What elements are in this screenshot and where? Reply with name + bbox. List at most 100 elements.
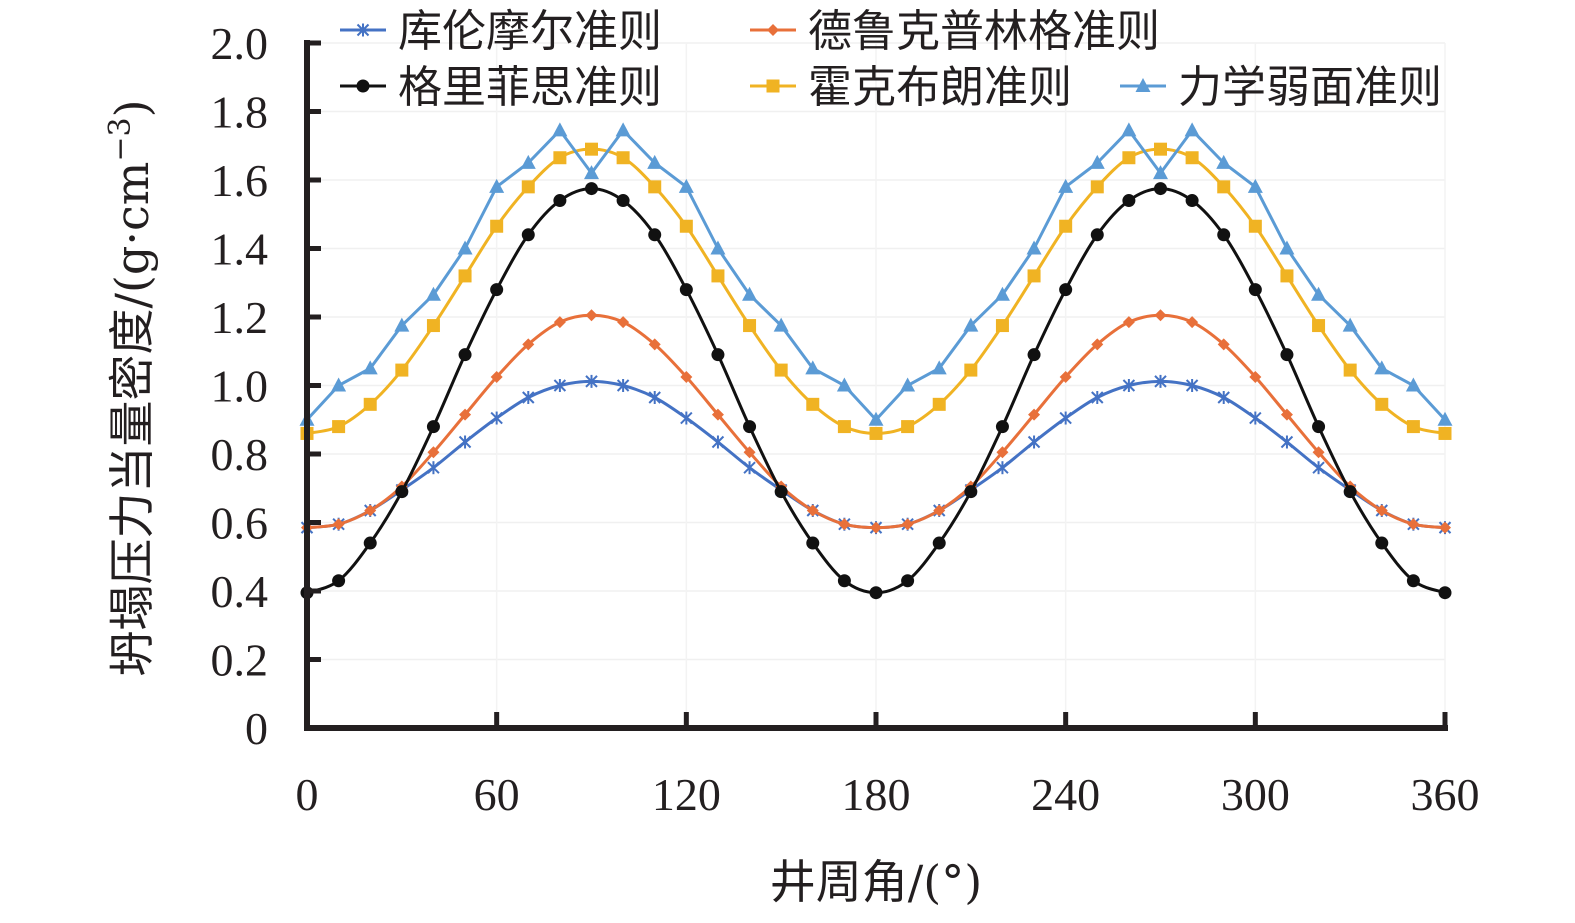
data-point <box>931 360 947 375</box>
data-point <box>1154 182 1167 196</box>
series-3 <box>300 142 1452 440</box>
data-point <box>520 154 536 169</box>
data-point <box>1343 485 1357 499</box>
x-tick-label: 0 <box>296 769 319 820</box>
data-point <box>1217 228 1231 242</box>
data-point <box>964 363 978 377</box>
y-axis-title-main: 坍塌压力当量密度/(g·cm <box>105 162 159 677</box>
data-point <box>774 363 788 377</box>
data-point <box>870 521 882 534</box>
data-point <box>332 518 345 531</box>
data-point <box>1312 446 1325 459</box>
data-point <box>521 228 535 242</box>
data-point <box>901 518 914 531</box>
data-point <box>427 446 440 459</box>
data-point <box>1407 518 1420 531</box>
data-point <box>1027 269 1041 283</box>
data-point <box>743 420 757 434</box>
data-point <box>1280 269 1294 283</box>
data-point <box>774 485 788 499</box>
data-point <box>459 408 472 421</box>
data-point <box>552 122 568 137</box>
data-point <box>1405 377 1421 392</box>
data-point <box>710 240 726 255</box>
data-point <box>1122 194 1136 208</box>
data-point <box>1249 411 1262 425</box>
grid-lines <box>307 42 1446 728</box>
data-point <box>426 420 440 434</box>
data-point <box>1249 370 1262 383</box>
data-point <box>1217 180 1231 194</box>
data-point <box>648 180 662 194</box>
y-axis-title-group: 坍塌压力当量密度/(g·cm−3) <box>103 99 159 676</box>
data-point <box>869 426 883 440</box>
data-point <box>711 435 725 449</box>
y-tick-label: 1.6 <box>211 155 269 206</box>
data-point <box>932 397 946 411</box>
data-point <box>490 411 503 425</box>
data-point <box>711 408 724 421</box>
data-point <box>680 370 693 383</box>
data-point <box>996 461 1009 475</box>
data-point <box>1058 178 1074 193</box>
y-tick-label: 1.0 <box>211 361 269 412</box>
data-point <box>1184 122 1200 137</box>
data-point <box>806 397 820 411</box>
data-point <box>617 316 630 329</box>
data-point <box>1375 504 1388 517</box>
data-point <box>1089 154 1105 169</box>
data-point <box>1406 574 1420 588</box>
data-point <box>553 316 566 329</box>
data-point <box>489 178 505 193</box>
data-point <box>1311 286 1327 301</box>
data-point <box>363 397 377 411</box>
data-point <box>1279 240 1295 255</box>
data-point <box>1312 420 1326 434</box>
data-point <box>742 286 758 301</box>
y-tick-label: 0.8 <box>211 429 269 480</box>
y-axis-title: 坍塌压力当量密度/(g·cm−3) <box>103 99 159 676</box>
data-point <box>1154 309 1167 322</box>
data-point <box>1374 360 1390 375</box>
data-point <box>900 377 916 392</box>
data-point <box>1122 379 1136 392</box>
data-point <box>806 504 819 517</box>
data-point <box>648 228 662 242</box>
data-point <box>615 122 631 137</box>
data-point <box>362 360 378 375</box>
legend-marker <box>767 24 779 36</box>
data-point <box>1059 219 1073 233</box>
data-point <box>1343 363 1357 377</box>
data-point <box>711 269 725 283</box>
data-point <box>395 363 409 377</box>
data-point <box>743 446 756 459</box>
legend-item: 格里菲思准则 <box>340 62 662 113</box>
data-point <box>457 240 473 255</box>
x-ticks: 0 60 120 180 240 300 360 <box>296 712 1480 820</box>
data-point <box>363 536 377 550</box>
data-point <box>1312 461 1325 475</box>
legend-item: 力学弱面准则 <box>1120 62 1442 113</box>
data-point <box>332 420 346 434</box>
data-point <box>1280 348 1294 362</box>
data-point <box>1122 316 1135 329</box>
data-point <box>648 338 661 351</box>
data-point <box>616 151 630 165</box>
series-1 <box>301 309 1451 534</box>
data-point <box>332 574 346 588</box>
data-point <box>743 461 756 475</box>
data-point <box>490 370 503 383</box>
data-point <box>553 151 567 165</box>
data-point <box>963 317 979 332</box>
data-point <box>743 319 757 333</box>
data-point <box>490 219 504 233</box>
x-axis-title: 井周角/(°) <box>770 855 982 909</box>
data-point <box>806 536 820 550</box>
data-point <box>1375 397 1389 411</box>
data-point <box>678 178 694 193</box>
data-point <box>995 420 1009 434</box>
data-point <box>1091 338 1104 351</box>
data-point <box>1406 420 1420 434</box>
data-point <box>837 420 851 434</box>
data-point <box>1121 122 1137 137</box>
